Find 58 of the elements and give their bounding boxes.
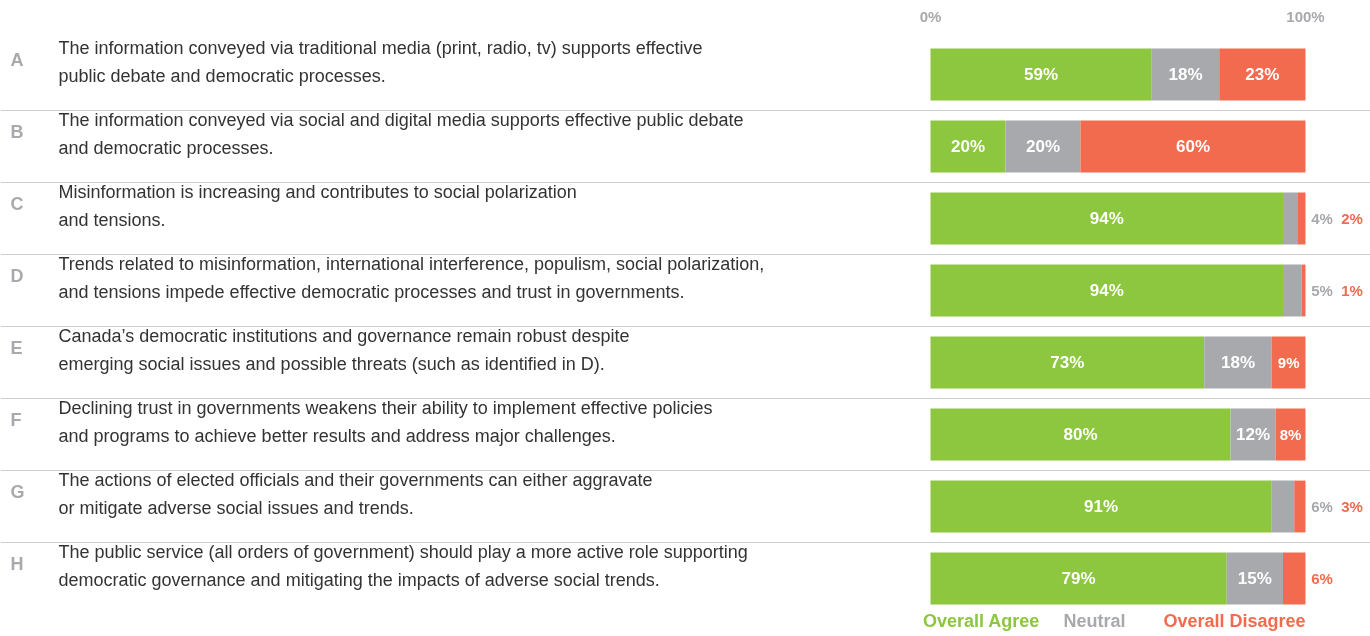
bar: [930, 480, 1272, 533]
data-label: 94%: [1089, 281, 1124, 300]
bar: [1219, 48, 1306, 101]
data-label: 3%: [1341, 498, 1363, 515]
data-label: 60%: [1175, 137, 1211, 156]
bar: [1294, 480, 1306, 533]
bar: [1204, 336, 1272, 389]
data-label: 59%: [1024, 65, 1059, 84]
data-label: 6%: [1311, 498, 1333, 515]
bar: [1283, 192, 1298, 245]
data-label: 94%: [1089, 209, 1124, 228]
data-label: 12%: [1235, 425, 1271, 444]
category-label: E Canada’s democratic institutions and governance remain robust despite emerging social issues and possible threats (such as identified in D).: [10, 325, 630, 374]
series-label: Overall Agree: [922, 610, 1040, 631]
data-label: 6%: [1311, 570, 1333, 587]
bar: [930, 336, 1205, 389]
category-label: D Trends related to misinformation, international interference, populism, social polarization, and tensions impede effective democratic processes and trust in governments.: [10, 253, 765, 302]
data-label: 2%: [1341, 210, 1363, 227]
bar: [1301, 264, 1306, 317]
series-label: Overall Disagree: [1163, 610, 1306, 631]
data-label: 4%: [1311, 210, 1333, 227]
x-tick-label: 100%: [1286, 7, 1325, 25]
data-label: 9%: [1277, 354, 1300, 371]
bar: [1283, 552, 1306, 605]
bar: [930, 120, 1006, 173]
data-label: 23%: [1245, 65, 1280, 84]
bar: [930, 48, 1152, 101]
bar: [1283, 264, 1302, 317]
category-label: C Misinformation is increasing and contributes to social polarization and tensions.: [10, 181, 577, 230]
bar: [1298, 192, 1306, 245]
data-label: 79%: [1061, 569, 1096, 588]
bar: [930, 264, 1283, 317]
bar: [930, 192, 1283, 245]
bar: [1271, 480, 1295, 533]
bar: [930, 408, 1231, 461]
category-label: H The public service (all orders of government) should play a more active role supporting democratic governance and mitigating the impacts of adverse social trends.: [10, 541, 748, 590]
data-label: 15%: [1237, 569, 1272, 588]
category-label: G The actions of elected officials and their governments can either aggravate or mitigate adverse social issues and trends.: [10, 469, 653, 518]
data-label: 18%: [1220, 353, 1256, 372]
category-label: A The information conveyed via traditional media (print, radio, tv) supports effective public debate and democratic processes.: [10, 37, 703, 86]
bar: [1151, 48, 1220, 101]
data-label: 73%: [1050, 353, 1085, 372]
data-label: 20%: [1025, 137, 1061, 156]
category-label: F Declining trust in governments weakens their ability to implement effective policies and programs to achieve better results and address major challenges.: [10, 397, 713, 446]
text: Neutral: [1063, 610, 1126, 631]
category-label: B The information conveyed via social and digital media supports effective public debate and democratic processes.: [10, 109, 744, 158]
bar: [930, 552, 1227, 605]
bar: [1271, 336, 1306, 389]
bar: [1080, 120, 1306, 173]
data-label: 8%: [1279, 426, 1302, 443]
data-label: 80%: [1063, 425, 1098, 444]
data-label: 91%: [1084, 497, 1119, 516]
x-tick-label: 0%: [919, 7, 942, 25]
data-label: 5%: [1311, 282, 1333, 299]
data-label: 20%: [950, 137, 986, 156]
data-label: 18%: [1168, 65, 1203, 84]
bar: [1005, 120, 1081, 173]
data-label: 1%: [1341, 282, 1363, 299]
